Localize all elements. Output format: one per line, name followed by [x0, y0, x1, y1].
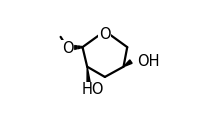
Text: O: O	[99, 27, 110, 42]
Text: O: O	[61, 41, 73, 56]
Polygon shape	[87, 67, 91, 87]
Text: HO: HO	[81, 83, 103, 98]
Text: OH: OH	[137, 54, 159, 69]
Polygon shape	[123, 60, 131, 67]
